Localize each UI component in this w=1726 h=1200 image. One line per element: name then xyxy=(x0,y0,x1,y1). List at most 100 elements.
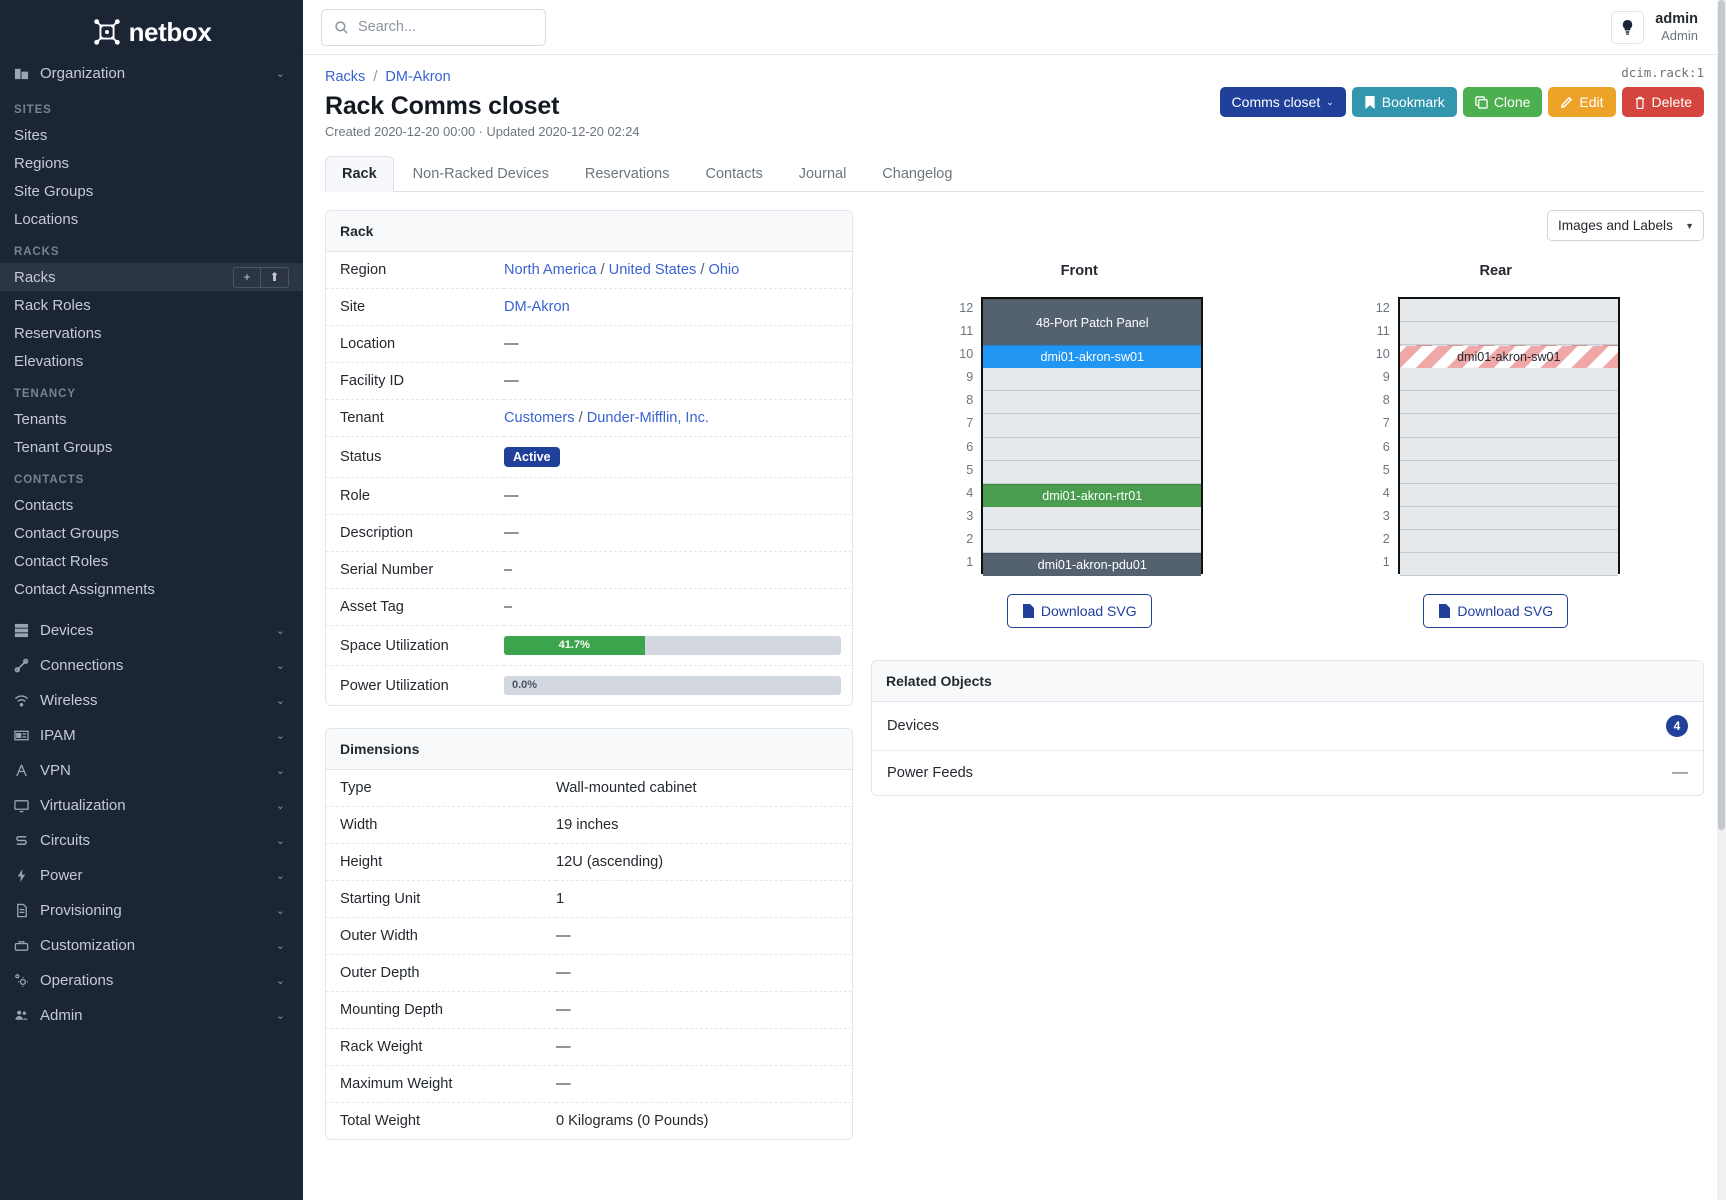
scrollbar-thumb[interactable] xyxy=(1718,0,1725,830)
sidebar-item-tenant-groups[interactable]: Tenant Groups xyxy=(0,433,303,461)
sidebar-item-label: Elevations xyxy=(14,352,84,370)
sidebar-group-operations[interactable]: Operations ⌄ xyxy=(0,963,303,998)
tab-journal[interactable]: Journal xyxy=(798,166,847,182)
sidebar-group-devices[interactable]: Devices ⌄ xyxy=(0,613,303,648)
rack-unit-slot[interactable] xyxy=(983,437,1202,461)
region-link-3[interactable]: Ohio xyxy=(708,262,740,278)
sidebar-group-provisioning[interactable]: Provisioning ⌄ xyxy=(0,893,303,928)
sidebar-group-label: IPAM xyxy=(40,727,76,744)
rack-unit-slot[interactable] xyxy=(983,506,1202,530)
theme-toggle-button[interactable] xyxy=(1611,10,1645,44)
tenant-group-link[interactable]: Customers xyxy=(504,410,575,426)
sidebar-item-contacts[interactable]: Contacts xyxy=(0,491,303,519)
rack-device[interactable]: dmi01-akron-rtr01 xyxy=(983,483,1202,507)
sidebar-item-locations[interactable]: Locations xyxy=(0,205,303,233)
page-scrollbar[interactable] xyxy=(1717,0,1726,1200)
sidebar-item-racks[interactable]: Racks + ⬆ xyxy=(0,263,303,291)
sidebar-item-sites[interactable]: Sites xyxy=(0,121,303,149)
delete-button[interactable]: Delete xyxy=(1621,87,1704,117)
tab-non-racked-devices[interactable]: Non-Racked Devices xyxy=(412,166,549,182)
rack-unit-slot[interactable] xyxy=(1399,529,1618,554)
download-svg-rear-button[interactable]: Download SVG xyxy=(1423,594,1569,629)
rack-device[interactable]: dmi01-akron-pdu01 xyxy=(983,553,1202,577)
sidebar-group-organization[interactable]: Organization ⌄ xyxy=(0,56,303,91)
rack-device[interactable]: dmi01-akron-sw01 xyxy=(983,345,1202,369)
power-icon xyxy=(14,868,40,883)
row-value: DM-Akron xyxy=(504,289,852,326)
edit-button[interactable]: Edit xyxy=(1548,87,1616,117)
bookmark-button[interactable]: Bookmark xyxy=(1351,87,1457,117)
tab-rack[interactable]: Rack xyxy=(325,156,394,192)
sidebar-group-circuits[interactable]: Circuits ⌄ xyxy=(0,823,303,858)
rack-unit-slot[interactable] xyxy=(1399,414,1618,438)
sidebar-group-admin[interactable]: Admin ⌄ xyxy=(0,998,303,1033)
rack-unit-slot[interactable] xyxy=(983,414,1202,438)
add-rack-button[interactable]: + xyxy=(233,266,261,288)
unit-number: 8 xyxy=(1382,393,1390,408)
rack-unit-slot[interactable] xyxy=(1399,483,1618,507)
search-icon xyxy=(334,20,349,35)
sidebar-group-wireless[interactable]: Wireless ⌄ xyxy=(0,683,303,718)
sidebar-group-virtualization[interactable]: Virtualization ⌄ xyxy=(0,788,303,823)
region-link-1[interactable]: North America xyxy=(504,262,597,278)
row-value: — xyxy=(504,336,519,352)
rack-unit-slot[interactable] xyxy=(1399,437,1618,461)
sidebar-group-ipam[interactable]: IPAM ⌄ xyxy=(0,718,303,753)
site-link[interactable]: DM-Akron xyxy=(504,299,570,315)
sidebar-item-contact-groups[interactable]: Contact Groups xyxy=(0,519,303,547)
related-row-label: Power Feeds xyxy=(887,765,973,782)
rack-unit-slot[interactable] xyxy=(1399,460,1618,484)
rack-unit-slot[interactable] xyxy=(1399,299,1618,323)
table-row: Description — xyxy=(326,515,852,552)
user-menu[interactable]: admin Admin xyxy=(1655,10,1698,44)
region-link-2[interactable]: United States xyxy=(608,262,697,278)
sidebar-group-power[interactable]: Power ⌄ xyxy=(0,858,303,893)
sidebar-item-regions[interactable]: Regions xyxy=(0,149,303,177)
rack-unit-slot[interactable] xyxy=(983,460,1202,484)
sidebar-item-reservations[interactable]: Reservations xyxy=(0,319,303,347)
table-row: Location — xyxy=(326,326,852,363)
sidebar-item-contact-assignments[interactable]: Contact Assignments xyxy=(0,575,303,603)
tab-contacts[interactable]: Contacts xyxy=(705,166,763,182)
brand-logo[interactable]: netbox xyxy=(0,0,303,56)
sidebar-group-connections[interactable]: Connections ⌄ xyxy=(0,648,303,683)
clone-button[interactable]: Clone xyxy=(1462,87,1543,117)
related-row-devices[interactable]: Devices 4 xyxy=(872,702,1703,752)
breadcrumb-racks[interactable]: Racks xyxy=(325,69,366,85)
tab-reservations[interactable]: Reservations xyxy=(584,166,670,182)
rack-unit-slot[interactable] xyxy=(1399,506,1618,530)
rack-unit-slot[interactable] xyxy=(1399,322,1618,346)
rack-unit-slot[interactable] xyxy=(1399,391,1618,415)
download-svg-front-button[interactable]: Download SVG xyxy=(1006,594,1152,629)
rack-unit-slot[interactable] xyxy=(983,391,1202,415)
breadcrumb-site[interactable]: DM-Akron xyxy=(385,69,451,85)
sidebar-item-site-groups[interactable]: Site Groups xyxy=(0,177,303,205)
rack-unit-slot[interactable] xyxy=(983,529,1202,554)
elevation-view-select[interactable]: Images and LabelsImages onlyLabels only xyxy=(1547,210,1704,241)
sidebar-item-rack-roles[interactable]: Rack Roles xyxy=(0,291,303,319)
power-utilization-value: 0.0% xyxy=(512,679,538,691)
rack-device[interactable]: dmi01-akron-sw01 xyxy=(1399,345,1618,369)
related-row-power-feeds[interactable]: Power Feeds — xyxy=(872,751,1703,795)
sidebar-group-vpn[interactable]: VPN ⌄ xyxy=(0,753,303,788)
sidebar-item-label: Rack Roles xyxy=(14,296,91,314)
sidebar-group-customization[interactable]: Customization ⌄ xyxy=(0,928,303,963)
rack-unit-slot[interactable] xyxy=(1399,553,1618,577)
row-value: 0.0% xyxy=(504,666,852,706)
tab-changelog[interactable]: Changelog xyxy=(882,166,953,182)
comms-closet-dropdown-button[interactable]: Comms closet ⌄ xyxy=(1219,87,1346,117)
rack-unit-slot[interactable] xyxy=(1399,368,1618,392)
sidebar-item-contact-roles[interactable]: Contact Roles xyxy=(0,547,303,575)
sidebar-item-elevations[interactable]: Elevations xyxy=(0,347,303,375)
rack-elevations: Front 12 11 10 9 8 7 6 5 4 3 2 1 48-Port Patch Pane… xyxy=(871,263,1704,577)
search-input[interactable]: Search... xyxy=(321,8,546,46)
unit-number: 10 xyxy=(959,347,974,362)
sidebar-item-tenants[interactable]: Tenants xyxy=(0,405,303,433)
import-rack-button[interactable]: ⬆ xyxy=(261,266,289,288)
comms-closet-label: Comms closet xyxy=(1231,94,1321,110)
tenant-link[interactable]: Dunder-Mifflin, Inc. xyxy=(586,410,709,426)
rack-device[interactable]: 48-Port Patch Panel xyxy=(983,299,1202,346)
power-feeds-count: — xyxy=(1672,764,1688,782)
rack-unit-slot[interactable] xyxy=(983,368,1202,392)
brand-name: netbox xyxy=(128,16,212,47)
